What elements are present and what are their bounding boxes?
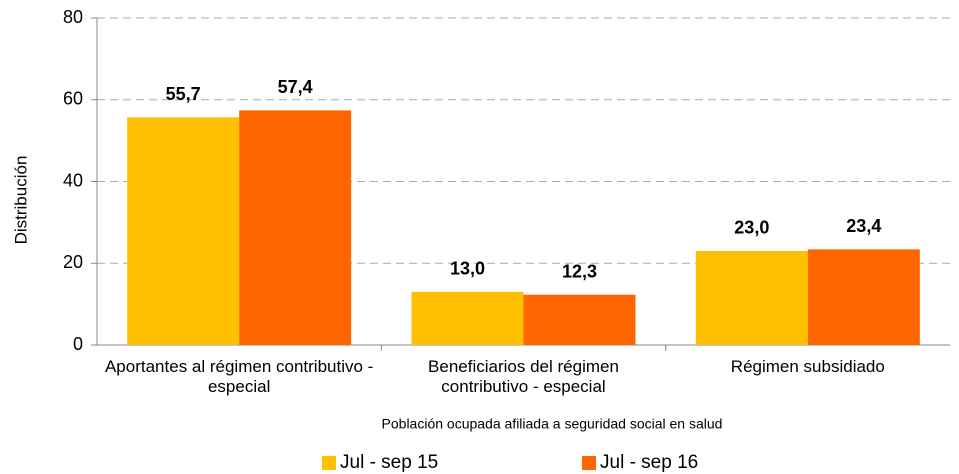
- bar: [695, 250, 808, 345]
- y-tick-label: 60: [63, 89, 83, 109]
- x-tick-label: Régimen subsidiado: [730, 357, 885, 376]
- data-label: 23,0: [734, 218, 769, 238]
- bar: [807, 249, 920, 345]
- data-label: 23,4: [846, 216, 881, 236]
- y-axis-label: Distribución: [11, 156, 30, 245]
- bar: [239, 110, 352, 345]
- y-tick-label: 0: [73, 334, 83, 354]
- y-tick-label: 40: [63, 170, 83, 190]
- bar: [411, 291, 524, 345]
- y-tick-label: 80: [63, 7, 83, 27]
- legend-swatch: [582, 456, 596, 470]
- y-tick-label: 20: [63, 252, 83, 272]
- data-label: 57,4: [278, 77, 313, 97]
- legend-label: Jul - sep 16: [600, 452, 698, 473]
- data-label: 13,0: [450, 259, 485, 279]
- x-axis-label: Población ocupada afiliada a seguridad s…: [382, 416, 723, 432]
- bar: [523, 294, 636, 345]
- x-tick-label: Beneficiarios del régimen contributivo -…: [428, 357, 619, 396]
- bar: [127, 117, 240, 345]
- legend-label: Jul - sep 15: [340, 452, 438, 473]
- data-label: 55,7: [166, 84, 201, 104]
- x-tick-label: Aportantes al régimen contributivo - esp…: [104, 357, 374, 396]
- legend-swatch: [322, 456, 336, 470]
- data-label: 12,3: [562, 261, 597, 281]
